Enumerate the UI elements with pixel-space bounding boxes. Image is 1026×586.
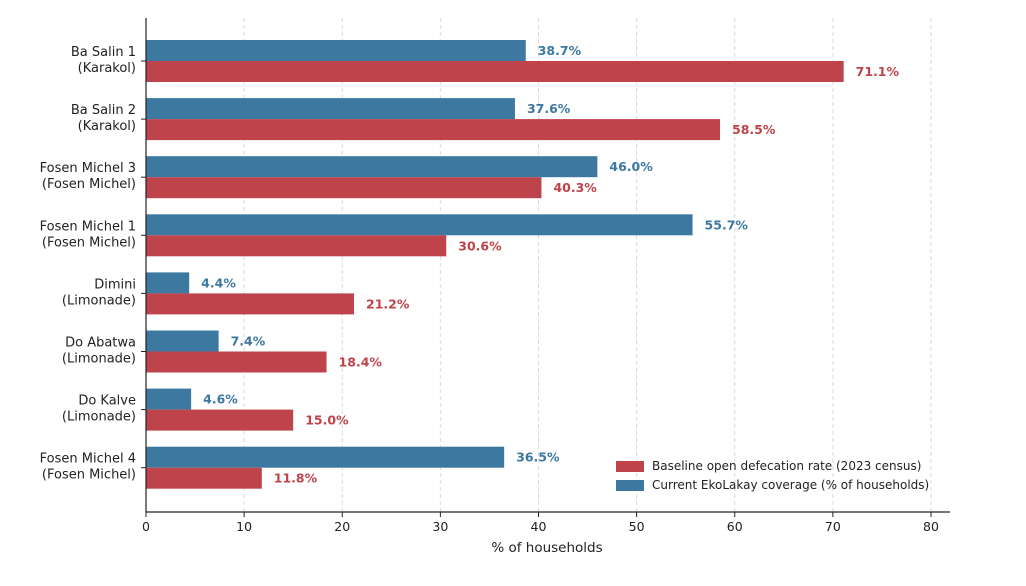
value-label-series-0-1: 37.6% [527, 101, 571, 116]
value-label-series-1-4: 21.2% [366, 296, 410, 311]
category-labels: Ba Salin 1 (Karakol)Ba Salin 2 (Karakol)Fo… [40, 45, 146, 483]
bar-series-1-2 [146, 177, 542, 199]
value-label-series-0-3: 55.7% [705, 217, 749, 232]
x-ticks: 0 10 20 30 40 50 60 70 80 [142, 512, 939, 534]
category-label-line2: (Limonade) [62, 352, 136, 367]
bar-series-1-0 [146, 61, 844, 82]
category-label-7: Fosen Michel 4 (Fosen Michel) [40, 452, 136, 483]
bar-series-1-7 [146, 467, 262, 489]
bar-series-1-4 [146, 293, 355, 315]
x-tick-label-6: 60 [727, 519, 743, 534]
x-tick-label-2: 20 [334, 519, 350, 534]
category-label-line1: Fosen Michel 3 [40, 161, 136, 176]
value-label-series-0-0: 38.7% [538, 43, 582, 58]
legend-swatch-1 [616, 480, 644, 491]
value-label-series-0-6: 4.6% [203, 392, 238, 407]
value-label-series-0-5: 7.4% [231, 334, 266, 349]
bar-series-1-3 [146, 235, 447, 257]
value-label-series-1-2: 40.3% [553, 180, 597, 195]
category-label-line1: Do Kalve [78, 394, 136, 409]
category-label-line2: (Karakol) [78, 61, 136, 76]
legend-entry-1: Current EkoLakay coverage (% of househol… [652, 478, 929, 492]
category-label-4: Dimini (Limonade) [62, 277, 136, 308]
category-label-line2: (Fosen Michel) [42, 468, 136, 483]
bar-series-1-6 [146, 409, 294, 431]
x-tick-label-3: 30 [432, 519, 448, 534]
category-label-line2: (Limonade) [62, 410, 136, 425]
x-tick-label-1: 10 [236, 519, 252, 534]
legend: Baseline open defecation rate (2023 cens… [616, 459, 929, 492]
bar-series-0-7 [146, 446, 505, 468]
x-tick-label-8: 80 [923, 519, 939, 534]
legend-swatch-0 [616, 461, 644, 472]
bar-series-0-4 [146, 272, 190, 294]
x-axis-title: % of households [491, 540, 602, 556]
x-tick-label-0: 0 [142, 519, 150, 534]
category-label-line1: Fosen Michel 1 [40, 219, 136, 234]
legend-entry-0: Baseline open defecation rate (2023 cens… [652, 459, 921, 473]
value-label-series-1-3: 30.6% [458, 238, 502, 253]
value-label-series-1-1: 58.5% [732, 122, 776, 137]
grid-lines [243, 18, 932, 512]
category-label-line2: (Fosen Michel) [42, 235, 136, 250]
bar-series-1-5 [146, 351, 327, 373]
bar-series-0-3 [146, 214, 693, 236]
category-label-0: Ba Salin 1 (Karakol) [71, 45, 136, 76]
bar-series-0-0 [146, 40, 526, 61]
bar-series-0-5 [146, 330, 219, 352]
x-tick-label-5: 50 [629, 519, 645, 534]
category-label-line1: Dimini [94, 277, 136, 292]
category-label-5: Do Abatwa (Limonade) [62, 336, 136, 367]
bar-series-0-2 [146, 156, 598, 178]
x-tick-label-7: 70 [825, 519, 841, 534]
category-label-line1: Ba Salin 1 [71, 45, 136, 60]
value-label-series-0-2: 46.0% [609, 159, 653, 174]
value-labels: 38.7% 71.1% 37.6% 58.5% 46.0% 40.3% 55.7% 30.6%… [201, 43, 899, 486]
category-label-6: Do Kalve (Limonade) [62, 394, 136, 425]
bars [146, 40, 844, 489]
axes [145, 18, 950, 513]
category-label-2: Fosen Michel 3 (Fosen Michel) [40, 161, 136, 192]
bar-series-0-6 [146, 388, 192, 410]
x-tick-label-4: 40 [531, 519, 547, 534]
bar-series-0-1 [146, 98, 515, 120]
category-label-3: Fosen Michel 1 (Fosen Michel) [40, 219, 136, 250]
category-label-1: Ba Salin 2 (Karakol) [71, 103, 136, 134]
bar-series-1-1 [146, 119, 721, 141]
category-label-line2: (Limonade) [62, 293, 136, 308]
value-label-series-1-5: 18.4% [339, 355, 383, 370]
value-label-series-1-7: 11.8% [274, 471, 318, 486]
value-label-series-0-4: 4.4% [201, 275, 236, 290]
category-label-line1: Fosen Michel 4 [40, 452, 136, 467]
value-label-series-0-7: 36.5% [516, 450, 560, 465]
category-label-line1: Ba Salin 2 [71, 103, 136, 118]
value-label-series-1-0: 71.1% [856, 64, 900, 79]
category-label-line2: (Karakol) [78, 119, 136, 134]
category-label-line1: Do Abatwa [65, 336, 136, 351]
category-label-line2: (Fosen Michel) [42, 177, 136, 192]
value-label-series-1-6: 15.0% [305, 413, 349, 428]
